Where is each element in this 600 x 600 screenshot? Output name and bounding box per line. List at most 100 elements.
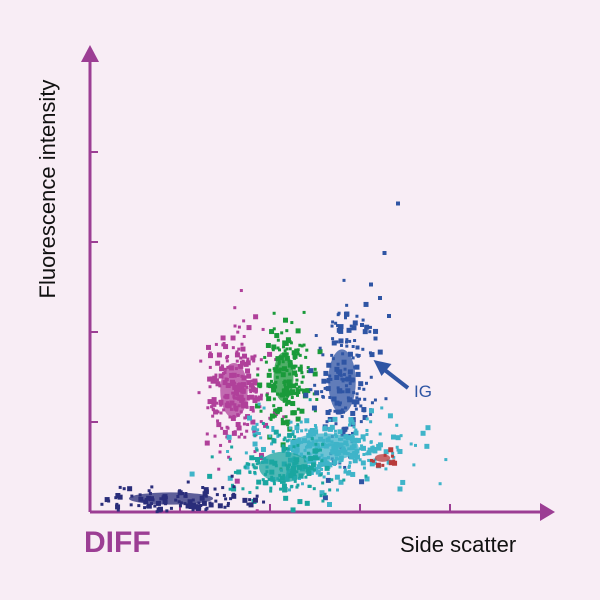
- scatter-point: [272, 382, 276, 386]
- scatter-point: [228, 415, 232, 419]
- scatter-point: [185, 503, 191, 509]
- scatter-point: [338, 390, 342, 394]
- scatter-point: [364, 381, 368, 385]
- scatter-point: [360, 460, 366, 466]
- scatter-point: [352, 320, 358, 326]
- scatter-point: [104, 497, 110, 503]
- scatter-point: [359, 479, 365, 485]
- scatter-point: [362, 387, 366, 391]
- scatter-point: [295, 461, 299, 465]
- scatter-point: [247, 415, 253, 421]
- scatter-point: [331, 451, 335, 455]
- scatter-point: [334, 400, 340, 406]
- scatter-point: [293, 450, 299, 456]
- scatter-point: [312, 455, 318, 461]
- scatter-point: [336, 362, 340, 366]
- scatter-point: [254, 466, 258, 470]
- scatter-point: [354, 428, 358, 432]
- scatter-point: [220, 364, 224, 368]
- scatter-point: [368, 325, 372, 329]
- scatter-point: [211, 397, 217, 403]
- scatter-point: [317, 446, 321, 450]
- scatter-point: [143, 499, 149, 505]
- scatter-point: [374, 446, 378, 450]
- scatter-point: [262, 500, 266, 504]
- scatter-point: [277, 406, 283, 412]
- scatter-point: [271, 383, 277, 389]
- scatter-point: [208, 365, 212, 369]
- scatter-point: [197, 501, 201, 505]
- scatter-point: [216, 410, 220, 414]
- scatter-point: [283, 317, 289, 323]
- scatter-point: [272, 404, 276, 408]
- scatter-point: [227, 455, 231, 459]
- scatter-point: [254, 396, 260, 402]
- scatter-point: [214, 342, 218, 346]
- scatter-point: [277, 348, 281, 352]
- scatter-point: [347, 447, 351, 451]
- scatter-point: [345, 443, 349, 447]
- scatter-point: [351, 433, 355, 437]
- scatter-point: [235, 359, 239, 363]
- scatter-point: [322, 495, 328, 501]
- scatter-point: [345, 388, 351, 394]
- scatter-point: [232, 394, 236, 398]
- scatter-point: [350, 471, 356, 477]
- scatter-point: [241, 487, 245, 491]
- scatter-point: [159, 497, 163, 501]
- scatter-point: [279, 480, 283, 484]
- scatter-point: [273, 429, 279, 435]
- scatter-point: [292, 445, 296, 449]
- scatter-point: [255, 494, 259, 498]
- scatter-point: [319, 490, 325, 496]
- scatter-point: [213, 409, 219, 415]
- panel-label: DIFF: [84, 526, 151, 559]
- scatter-point: [340, 408, 344, 412]
- scatter-point: [347, 464, 351, 468]
- scatter-point: [285, 447, 289, 451]
- scatter-point: [369, 420, 373, 424]
- scatter-point: [270, 475, 274, 479]
- scatter-point: [322, 426, 328, 432]
- scatter-point: [282, 487, 288, 493]
- scatter-point: [337, 311, 341, 315]
- scatter-point: [287, 359, 291, 363]
- scatter-point: [282, 474, 286, 478]
- scatter-point: [255, 462, 259, 466]
- scatter-point: [240, 342, 244, 346]
- scatter-point: [336, 327, 342, 333]
- scatter-point: [310, 434, 314, 438]
- scatter-point: [326, 362, 332, 368]
- scatter-point: [291, 449, 295, 453]
- scatter-point: [235, 350, 239, 354]
- scatter-point: [253, 434, 257, 438]
- scatter-point: [228, 457, 232, 461]
- scatter-point: [293, 391, 297, 395]
- scatter-point: [223, 367, 227, 371]
- scatter-point: [351, 431, 355, 435]
- scatter-point: [222, 493, 226, 497]
- scatter-point: [290, 364, 296, 370]
- scatter-point: [251, 463, 255, 467]
- scatter-point: [340, 377, 344, 381]
- scatter-point: [348, 381, 352, 385]
- scatter-point: [228, 365, 234, 371]
- scatter-point: [357, 386, 361, 390]
- scatter-point: [249, 390, 253, 394]
- scatter-point: [204, 508, 208, 512]
- scatter-point: [365, 452, 369, 456]
- scatter-point: [233, 324, 237, 328]
- scatter-point: [363, 301, 369, 307]
- scatter-point: [290, 401, 296, 407]
- scatter-point: [287, 432, 293, 438]
- scatter-point: [285, 419, 291, 425]
- scatter-point: [302, 310, 306, 314]
- scatter-point: [335, 488, 339, 492]
- scatter-point: [236, 387, 242, 393]
- scatter-point: [235, 422, 241, 428]
- scatter-point: [271, 426, 275, 430]
- scatter-point: [271, 437, 275, 441]
- scatter-point: [280, 420, 286, 426]
- scatter-point: [228, 487, 232, 491]
- scatter-point: [287, 445, 293, 451]
